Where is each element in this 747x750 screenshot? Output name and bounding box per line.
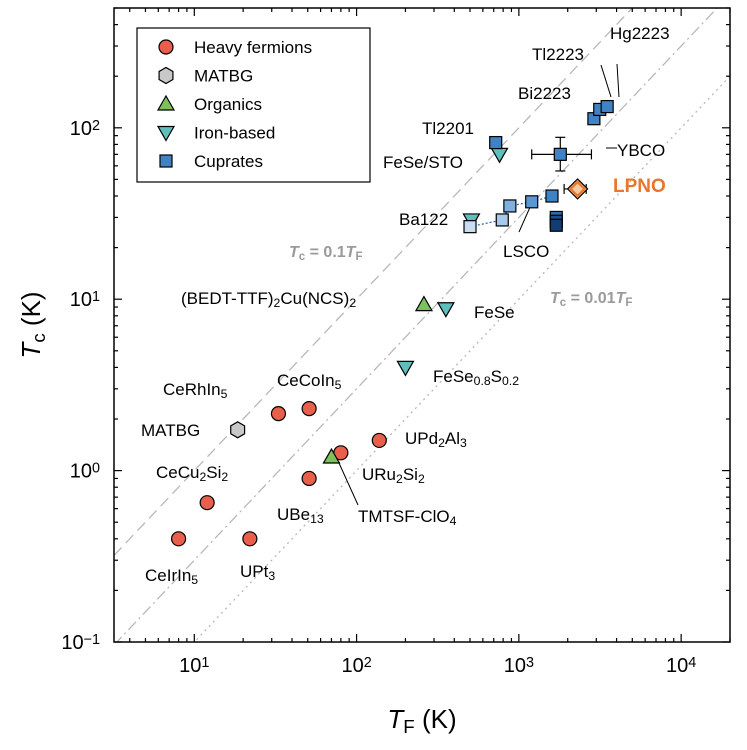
legend-marker-hexagon	[158, 66, 174, 85]
point-label: (BEDT-TTF)2Cu(NCS)2	[181, 289, 356, 310]
data-point-circle	[270, 406, 287, 422]
x-tick-label: 103	[504, 655, 534, 677]
legend-marker-triangle-up	[156, 94, 176, 111]
legend-box	[136, 27, 371, 183]
legend-marker-square	[159, 154, 173, 168]
y-tick-label: 101	[70, 289, 100, 311]
point-label: YBCO	[617, 141, 665, 160]
reference-line-label: Tc = 0.1TF	[289, 244, 363, 263]
legend-marker-circle	[158, 39, 174, 55]
point-label: CeRhIn5	[163, 380, 228, 401]
data-point-circle	[301, 470, 317, 487]
data-point-square	[549, 218, 563, 232]
data-point-triangle-down	[490, 147, 509, 164]
legend-label: Cuprates	[194, 152, 263, 171]
point-label: CeCoIn5	[277, 371, 342, 392]
y-tick-label: 100	[70, 461, 100, 483]
y-tick-label: 102	[70, 118, 100, 140]
point-label: UPt3	[240, 562, 275, 583]
leader-line	[518, 204, 532, 233]
x-tick-label: 101	[179, 655, 209, 677]
point-label: Ba122	[399, 210, 448, 229]
x-tick-label: 104	[666, 655, 696, 677]
point-label: CeCu2Si2	[156, 463, 228, 484]
data-point-square	[553, 147, 567, 161]
point-label: UBe13	[277, 505, 324, 526]
point-label: Bi2223	[518, 84, 571, 103]
data-point-square	[600, 99, 614, 114]
y-axis-title: Tc (K)	[16, 291, 49, 358]
point-label: FeSe	[474, 303, 515, 322]
data-point-lpno-edge	[569, 180, 587, 198]
x-axis-title: TF (K)	[387, 704, 456, 737]
y-tick-label: 10−1	[61, 632, 100, 654]
point-label: UPd2Al3	[405, 429, 467, 450]
data-point-triangle-down	[396, 360, 415, 377]
leader-line	[338, 462, 359, 506]
data-point-hexagon	[230, 421, 246, 439]
data-point-circle	[242, 531, 258, 547]
data-point-triangle-up	[414, 295, 433, 312]
data-point-square	[545, 189, 559, 203]
data-point-circle	[301, 401, 317, 417]
point-label: TMTSF-ClO4	[358, 507, 457, 528]
data-point-triangle-up	[322, 447, 341, 464]
point-label: Tl2201	[422, 119, 474, 138]
point-label: Tl2223	[532, 45, 584, 64]
point-label: URu2Si2	[362, 465, 425, 486]
reference-line-dashed	[114, 8, 634, 556]
point-label: MATBG	[141, 421, 200, 440]
data-point-triangle-down	[436, 302, 455, 318]
reference-line-label: Tc = 0.01TF	[550, 290, 632, 309]
leader-line	[616, 63, 620, 98]
point-label: CeIrIn5	[145, 566, 198, 587]
point-label-lsco: LSCO	[503, 242, 549, 261]
data-point-square	[495, 213, 509, 227]
legend-label: Organics	[194, 95, 262, 114]
data-point-square	[503, 199, 517, 213]
legend-label: MATBG	[194, 67, 253, 86]
point-label: FeSe/STO	[383, 153, 463, 172]
data-point-circle	[199, 495, 215, 511]
point-label: FeSe0.8S0.2	[433, 367, 519, 388]
plot-frame	[113, 7, 731, 643]
legend-label: Iron-based	[194, 124, 275, 143]
data-point-circle	[371, 432, 387, 449]
leader-line	[600, 64, 612, 98]
data-point-square	[525, 195, 539, 209]
x-tick-label: 102	[341, 655, 371, 677]
point-label: Hg2223	[610, 24, 670, 43]
reference-line-dashdot	[115, 8, 719, 642]
legend-marker-triangle-down	[156, 125, 176, 142]
data-point-square	[489, 135, 503, 150]
data-point-square	[463, 220, 477, 234]
point-label: LPNO	[613, 176, 666, 197]
legend-label: Heavy fermions	[194, 38, 312, 57]
data-point-lpno	[566, 178, 589, 200]
data-point-circle	[170, 531, 187, 547]
